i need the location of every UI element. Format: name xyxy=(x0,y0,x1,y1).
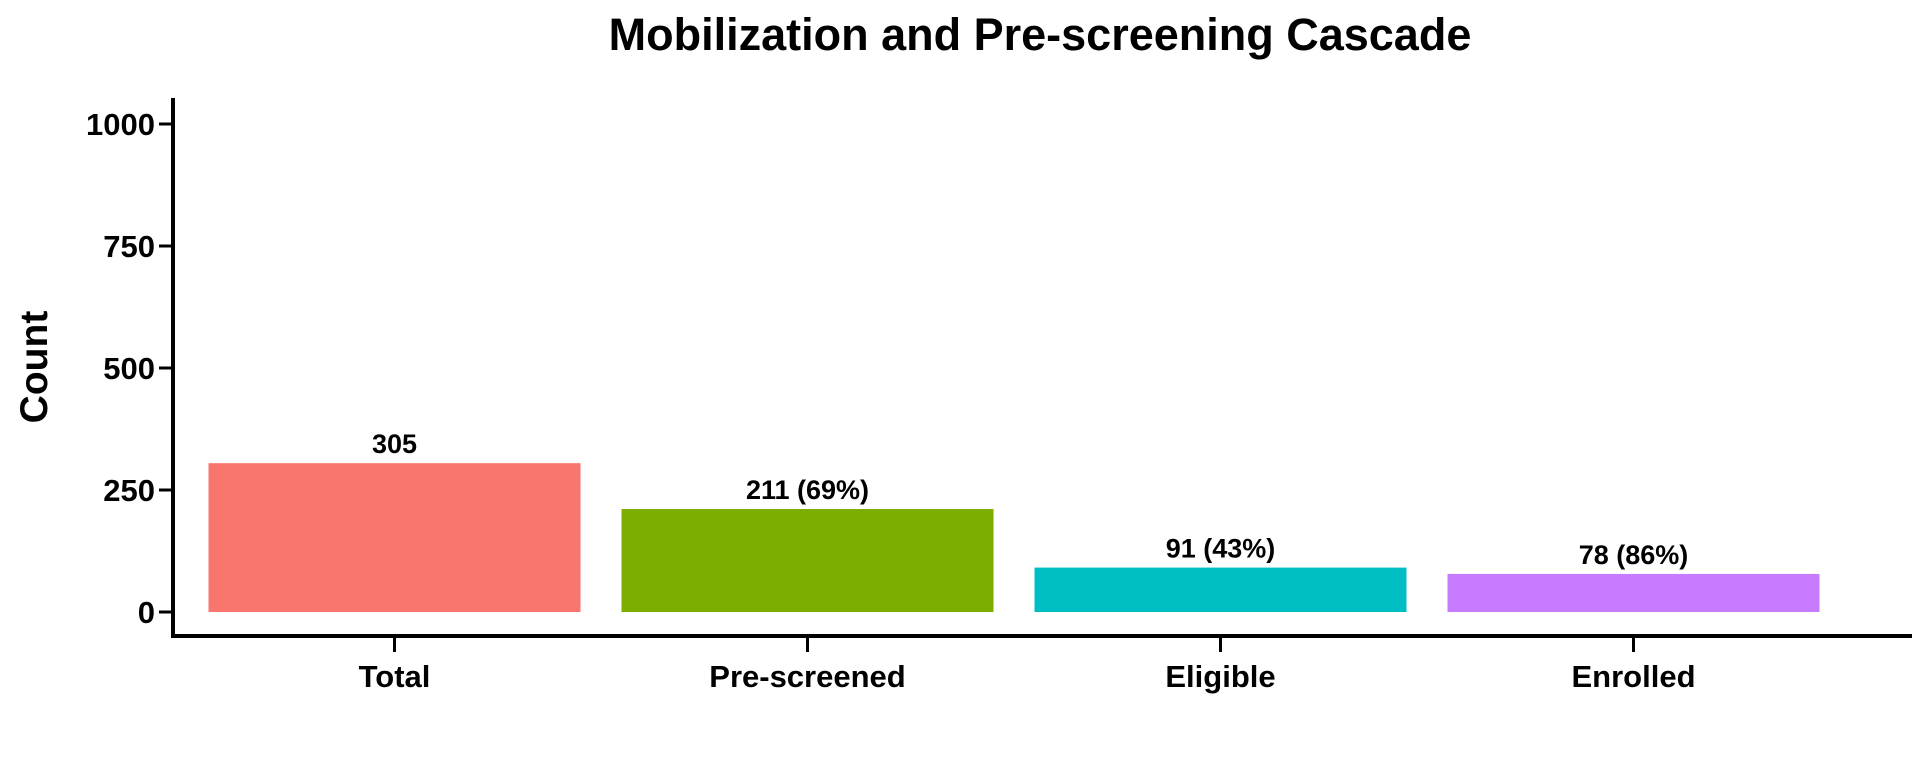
chart-title: Mobilization and Pre-screening Cascade xyxy=(609,9,1472,60)
data-label: 91 (43%) xyxy=(1166,534,1276,564)
y-tick-label: 1000 xyxy=(86,107,155,142)
x-tick-label: Eligible xyxy=(1165,659,1275,694)
bar xyxy=(208,463,581,612)
data-label: 305 xyxy=(372,429,417,459)
y-tick-label: 500 xyxy=(103,351,155,386)
bar xyxy=(1447,573,1820,612)
x-tick-label: Total xyxy=(359,659,431,694)
y-tick-label: 0 xyxy=(138,595,155,630)
data-label: 211 (69%) xyxy=(746,475,869,505)
y-tick-label: 750 xyxy=(103,229,155,264)
x-tick-label: Pre-screened xyxy=(709,659,905,694)
bar xyxy=(621,509,994,612)
plot-area: 0 250 500 750 1000 305 Total 211 (69%) Pre-scree… xyxy=(86,98,1912,694)
y-tick-label: 250 xyxy=(103,473,155,508)
data-label: 78 (86%) xyxy=(1579,540,1689,570)
bar xyxy=(1034,567,1407,612)
y-axis-label: Count xyxy=(13,311,56,424)
x-tick-label: Enrolled xyxy=(1571,659,1695,694)
